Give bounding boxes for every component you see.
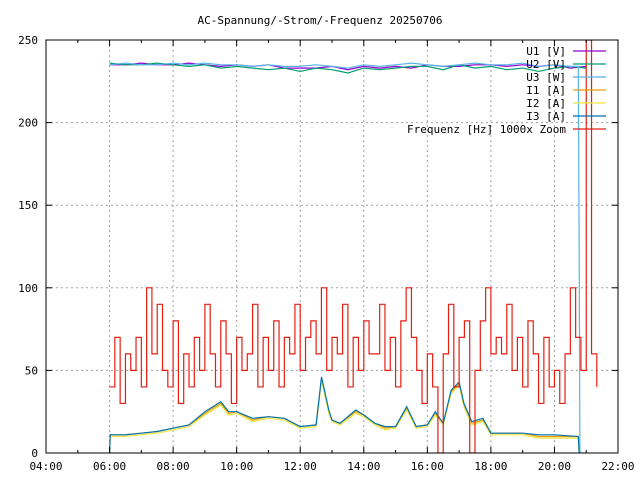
legend-label-u1: U1 [V] (526, 45, 566, 58)
legend-label-i1: I1 [A] (526, 84, 566, 97)
series-line-u3 (109, 62, 587, 453)
chart-title: AC-Spannung/-Strom/-Frequenz 20250706 (197, 14, 442, 27)
series-group (109, 40, 598, 453)
axes: 0 50 100 150 200 250 04:00 06:00 08:00 10:00 12:00… (18, 34, 634, 473)
legend-label-frequenz: Frequenz [Hz] 1000x Zoom (407, 123, 566, 136)
x-tick-label: 16:00 (411, 460, 444, 473)
y-tick-label: 200 (18, 117, 38, 130)
plot-border (45, 39, 619, 454)
legend-label-i2: I2 [A] (526, 97, 566, 110)
series-line-u2 (109, 62, 587, 74)
x-tick-label: 12:00 (284, 460, 317, 473)
x-tick-label: 04:00 (29, 460, 62, 473)
x-tick-label: 14:00 (347, 460, 380, 473)
series-line-u1 (109, 62, 587, 71)
legend: U1 [V]U2 [V]U3 [W]I1 [A]I2 [A]I3 [A]Freq… (407, 45, 606, 136)
y-tick-label: 100 (18, 282, 38, 295)
y-tick-label: 50 (25, 364, 38, 377)
x-tick-label: 20:00 (538, 460, 571, 473)
x-tick-label: 08:00 (157, 460, 190, 473)
x-tick-label: 22:00 (601, 460, 634, 473)
series-line-frequenz (109, 40, 598, 453)
legend-label-i3: I3 [A] (526, 110, 566, 123)
y-tick-label: 150 (18, 199, 38, 212)
y-tick-label: 250 (18, 34, 38, 47)
x-tick-label: 10:00 (220, 460, 253, 473)
y-tick-label: 0 (31, 447, 38, 460)
x-tick-label: 06:00 (93, 460, 126, 473)
x-tick-label: 18:00 (474, 460, 507, 473)
legend-label-u2: U2 [V] (526, 58, 566, 71)
legend-label-u3: U3 [W] (526, 71, 566, 84)
